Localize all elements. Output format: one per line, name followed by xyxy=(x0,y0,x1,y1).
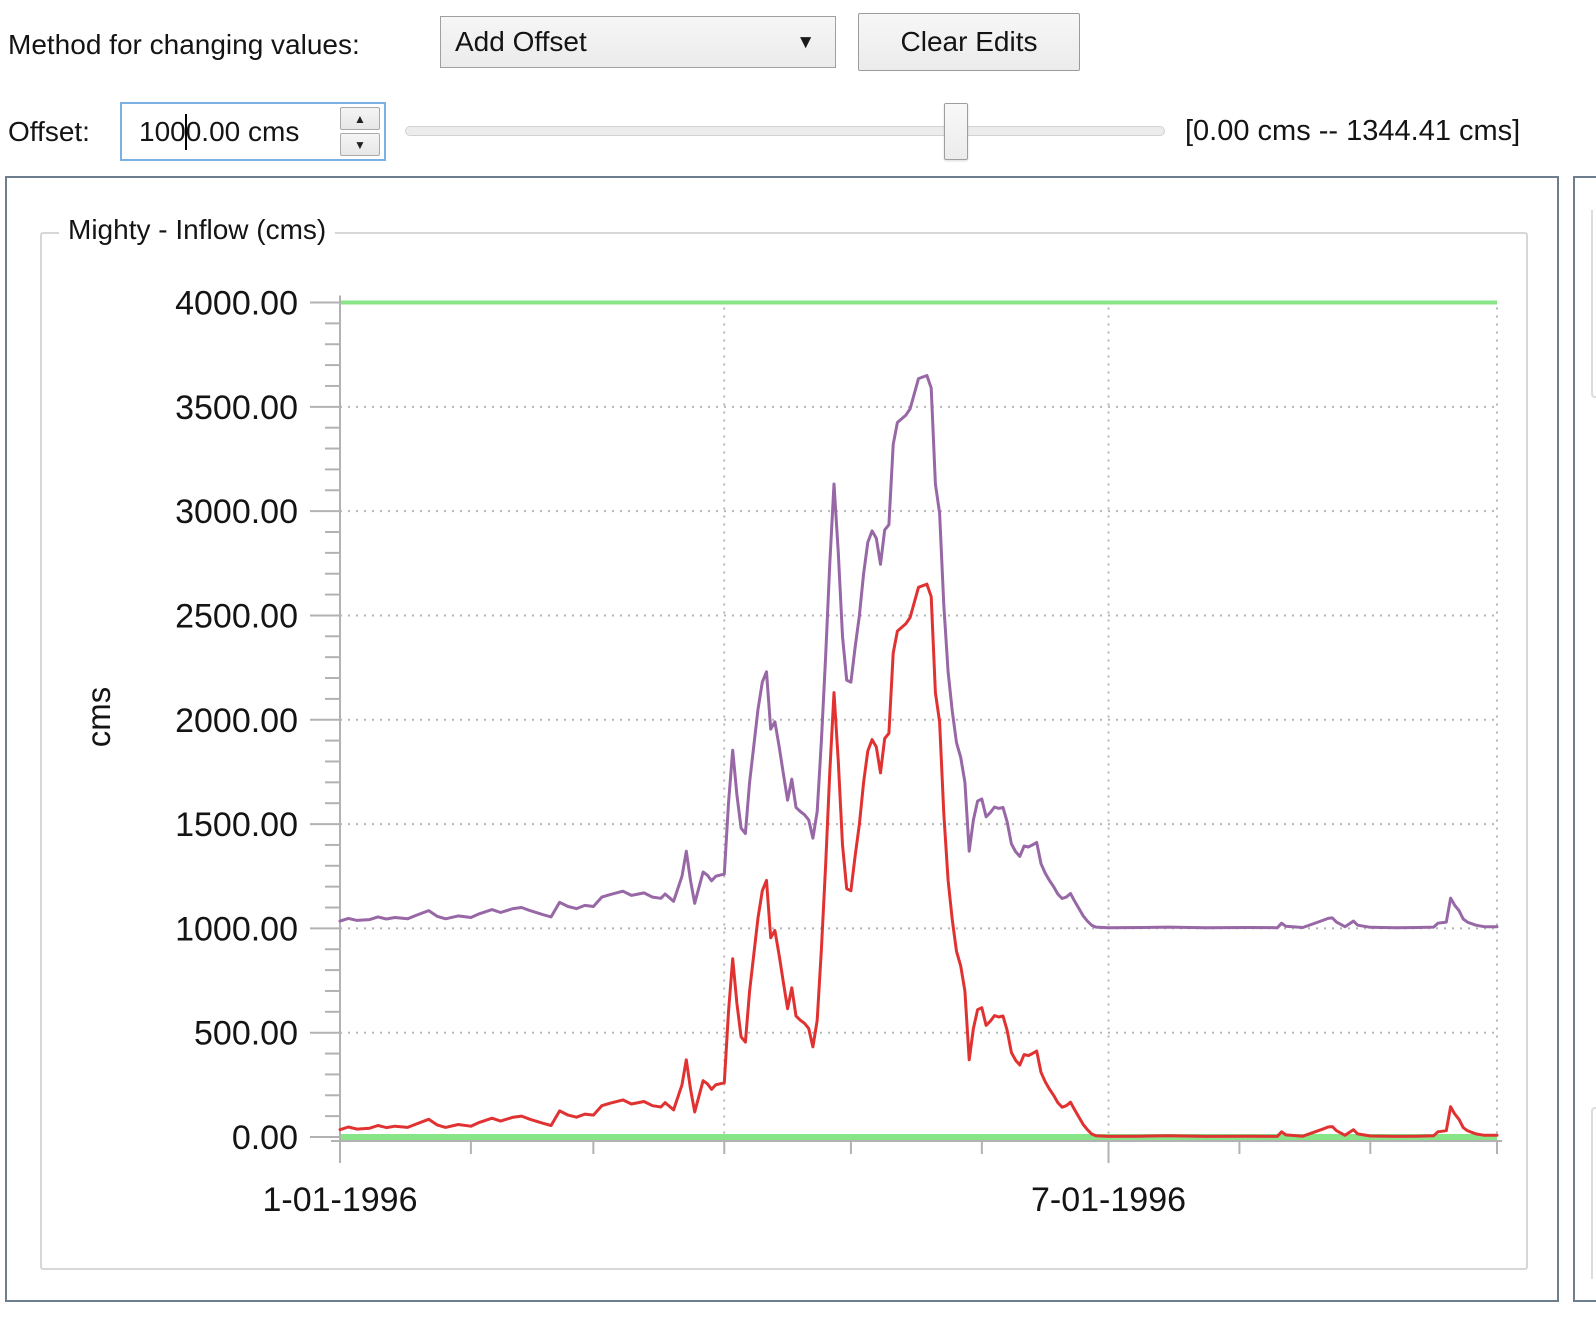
offset-slider-track[interactable] xyxy=(405,126,1165,136)
series-original[interactable] xyxy=(338,582,1499,1138)
y-tick-label: 4000.00 xyxy=(175,285,298,323)
x-tick-label: 1-01-1996 xyxy=(262,1181,417,1219)
clear-edits-button[interactable]: Clear Edits xyxy=(858,13,1080,71)
offset-spinner: ▲ ▼ xyxy=(340,107,380,156)
chart-groupbox-title: Mighty - Inflow (cms) xyxy=(59,214,336,246)
offset-slider-handle[interactable] xyxy=(944,103,968,160)
y-tick-label: 0.00 xyxy=(232,1119,298,1157)
secondary-panel-cutoff xyxy=(1573,176,1596,1302)
secondary-panel-inner-border-top xyxy=(1591,210,1596,398)
chart-panel: Mighty - Inflow (cms) cms 0.00 500.00 1000… xyxy=(5,176,1559,1302)
offset-input-value: 100 0.00 cms xyxy=(122,113,300,150)
plot-area[interactable]: 0.00 500.00 1000.00 1500.00 2000.00 2500.00 30… xyxy=(7,178,1557,1300)
spinner-down-button[interactable]: ▼ xyxy=(340,133,380,156)
method-label: Method for changing values: xyxy=(8,29,360,60)
y-tick-label: 2000.00 xyxy=(175,702,298,740)
offset-value-after-caret: 0.00 cms xyxy=(185,115,300,147)
method-dropdown[interactable]: Add Offset ▼ xyxy=(440,16,836,68)
y-tick-label: 3000.00 xyxy=(175,493,298,531)
secondary-panel-inner-border-bottom xyxy=(1591,1107,1596,1279)
series-edited[interactable] xyxy=(338,374,1499,930)
y-tick-label: 1500.00 xyxy=(175,806,298,844)
y-tick-label: 3500.00 xyxy=(175,389,298,427)
text-caret xyxy=(184,113,187,150)
offset-label: Offset: xyxy=(8,116,90,147)
x-tick-label: 7-01-1996 xyxy=(1031,1181,1186,1219)
spinner-up-button[interactable]: ▲ xyxy=(340,107,380,130)
chart-groupbox xyxy=(40,232,1528,1270)
offset-value-before-caret: 100 xyxy=(139,115,186,147)
method-dropdown-value: Add Offset xyxy=(455,26,587,57)
y-tick-label: 1000.00 xyxy=(175,910,298,948)
offset-range-label: [0.00 cms -- 1344.41 cms] xyxy=(1185,115,1521,147)
y-tick-label: 2500.00 xyxy=(175,597,298,635)
dropdown-arrow-icon: ▼ xyxy=(796,31,815,53)
offset-input[interactable]: 100 0.00 cms ▲ ▼ xyxy=(120,102,386,161)
y-tick-label: 500.00 xyxy=(194,1015,298,1053)
